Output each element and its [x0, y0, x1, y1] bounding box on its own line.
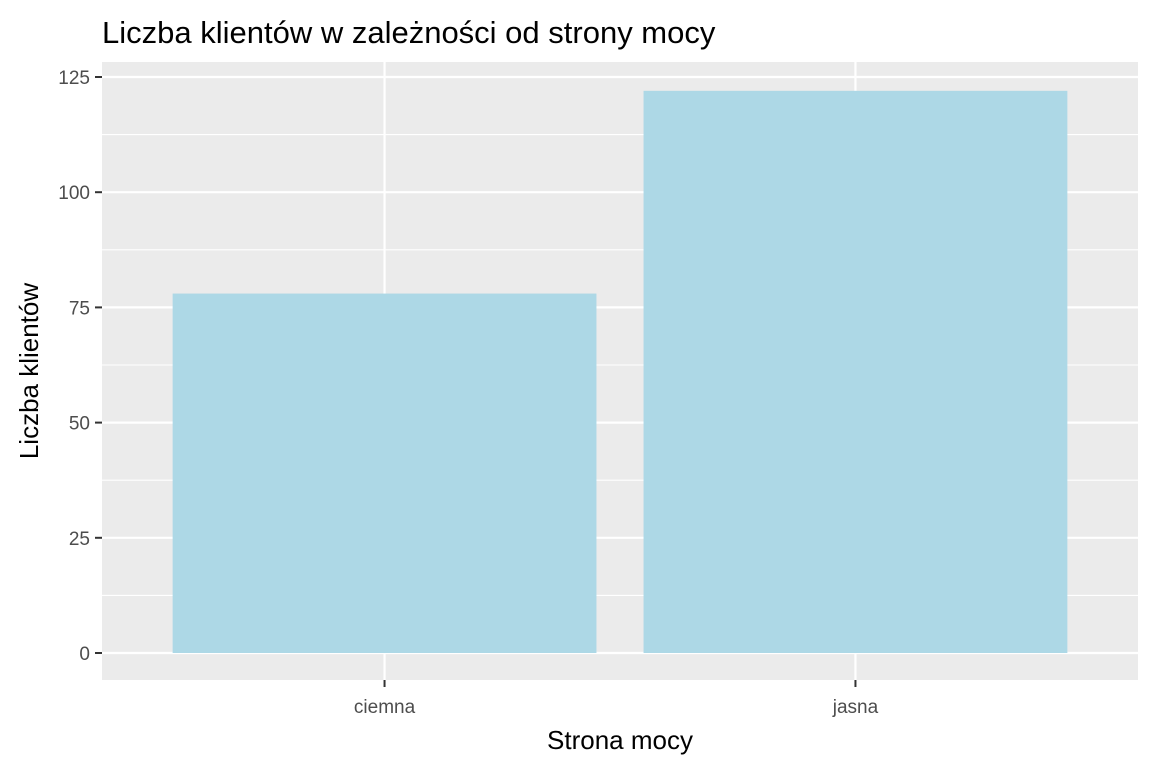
- chart-title: Liczba klientów w zależności od strony m…: [102, 15, 716, 50]
- y-tick-label: 100: [58, 183, 90, 204]
- bar-jasna: [643, 90, 1068, 654]
- x-axis: ciemna jasna: [354, 680, 879, 718]
- y-tick-label: 0: [79, 644, 90, 665]
- x-axis-title: Strona mocy: [547, 725, 693, 755]
- bars: [172, 90, 1068, 654]
- bar-ciemna: [172, 293, 597, 653]
- x-tick-label: jasna: [832, 697, 879, 718]
- y-tick-label: 25: [69, 529, 90, 550]
- y-tick-label: 50: [69, 414, 90, 435]
- y-axis-title: Liczba klientów: [14, 283, 44, 460]
- y-tick-label: 125: [58, 68, 90, 89]
- y-axis: 0 25 50 75 100 125: [58, 68, 102, 665]
- x-tick-label: ciemna: [354, 697, 416, 718]
- y-tick-label: 75: [69, 298, 90, 319]
